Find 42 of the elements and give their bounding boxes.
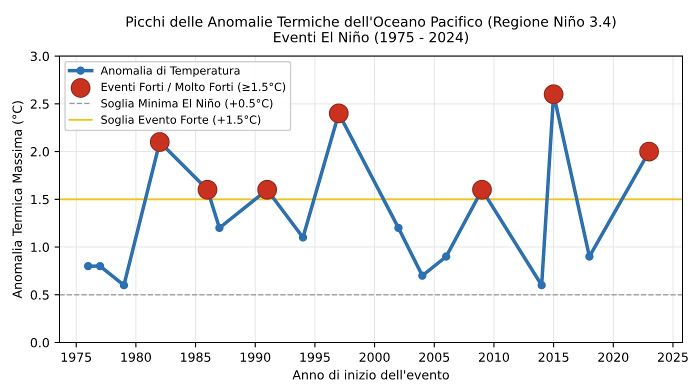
x-tick-label: 1980 (121, 352, 151, 362)
point (120, 281, 128, 290)
legend-label: Soglia Evento Forte (+1.5°C) (101, 115, 260, 126)
point (394, 224, 403, 232)
point (150, 132, 170, 152)
y-tick-label: 2.5 (30, 99, 49, 109)
legend-label: Eventi Forti / Molto Forti (≥1.5°C) (102, 82, 286, 92)
y-tick-label: 1.0 (31, 242, 49, 252)
legend-label: Anomalia di Temperatura (100, 66, 240, 77)
y-axis-title: Anomalia Termica Massima (°C) (12, 101, 24, 298)
point (84, 262, 92, 270)
point (538, 281, 546, 290)
y-tick-label: 2.0 (30, 147, 49, 156)
x-axis-title: Anno di inizio dell'evento (292, 370, 449, 380)
point (215, 224, 224, 232)
x-tick-label: 2015 (538, 352, 568, 362)
y-tick-label: 0.0 (30, 338, 49, 348)
x-tick-label: 2010 (478, 352, 510, 362)
x-tick-label: 2000 (360, 352, 390, 362)
chart-title: Picchi delle Anomalie Termiche dell'Oceano Pacifico (Regione Niño 3.4) Eventi El Niño (1975 - 2024) (126, 16, 616, 44)
point (298, 233, 308, 242)
x-tick-label: 1975 (62, 352, 92, 362)
point (472, 180, 492, 200)
legend-label: Soglia Minima El Niño (+0.5°C) (101, 98, 272, 110)
point (442, 252, 450, 261)
y-tick-label: 0.5 (30, 290, 49, 300)
point (198, 180, 218, 200)
x-tick-label: 1995 (300, 352, 330, 362)
x-tick-label: 2005 (419, 352, 450, 362)
point (257, 180, 278, 200)
y-tick-label: 3.0 (30, 52, 49, 62)
x-tick-label: 2025 (658, 352, 688, 362)
x-tick-label: 2020 (598, 352, 628, 362)
y-tick-label: 1.5 (31, 194, 49, 204)
point (585, 252, 594, 261)
point (418, 272, 426, 280)
point (639, 142, 659, 162)
point (96, 262, 104, 270)
point (544, 84, 564, 104)
point (328, 104, 349, 124)
x-tick-label: 1990 (240, 352, 270, 362)
x-tick-label: 1985 (181, 352, 210, 362)
